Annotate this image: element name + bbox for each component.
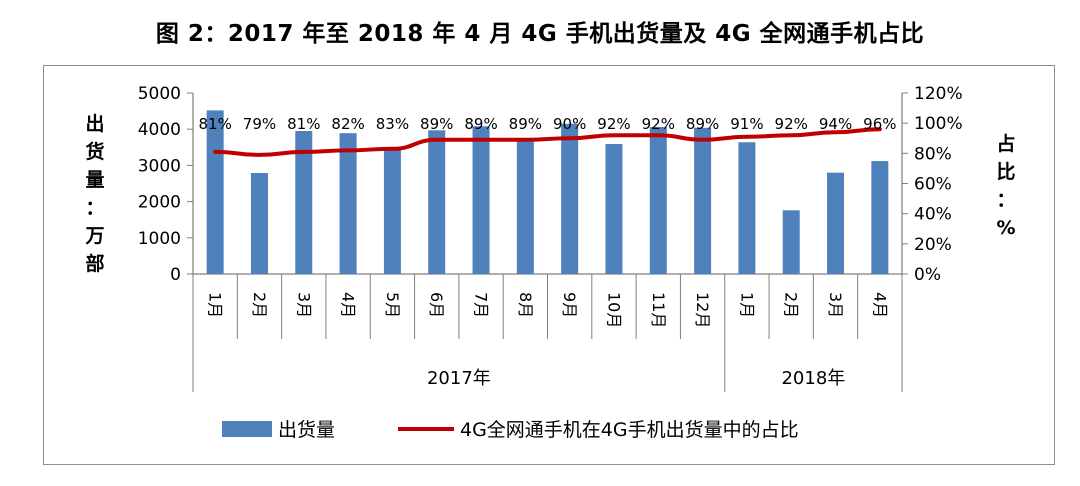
data-label: 89%	[420, 115, 453, 133]
bar	[295, 131, 313, 274]
axes: 0 1000 2000 3000 4000 5000 0% 20% 40% 60% 80% 100% 1…	[84, 84, 1016, 392]
x-tick-label: 2月	[782, 292, 801, 318]
data-label: 81%	[287, 115, 320, 133]
data-label: 89%	[686, 115, 719, 133]
left-tick-label: 0	[170, 265, 181, 285]
left-axis-title-char: ：	[85, 197, 104, 219]
x-tick-label: 1月	[737, 292, 756, 318]
bar	[339, 133, 357, 274]
bar	[383, 148, 401, 274]
data-label: 96%	[863, 115, 896, 133]
left-axis-title-char: 货	[85, 140, 104, 163]
data-label: 83%	[376, 115, 409, 133]
right-tick-label: 80%	[914, 144, 952, 164]
x-tick-label: 2月	[250, 292, 269, 318]
bar	[649, 127, 667, 274]
share-line	[213, 127, 882, 157]
right-tick-label: 20%	[914, 235, 952, 255]
left-tick-label: 2000	[138, 193, 181, 213]
x-tick-label: 4月	[339, 292, 358, 318]
left-axis-title-char: 部	[85, 252, 104, 275]
data-label: 91%	[730, 115, 763, 133]
right-tick-label: 60%	[914, 175, 952, 195]
bar	[782, 210, 800, 274]
x-tick-label: 7月	[472, 292, 491, 318]
data-label: 81%	[198, 115, 231, 133]
x-tick-label: 8月	[516, 292, 535, 318]
right-tick-label: 100%	[914, 114, 963, 134]
x-tick-label: 4月	[870, 292, 889, 318]
bar	[561, 123, 579, 275]
legend: 出货量 4G全网通手机在4G手机出货量中的占比	[222, 419, 799, 441]
right-tick-label: 40%	[914, 205, 952, 225]
left-tick-label: 4000	[138, 120, 181, 140]
left-axis-title-char: 万	[84, 225, 104, 247]
x-tick-label: 3月	[826, 292, 845, 318]
bar	[250, 173, 268, 274]
data-label: 92%	[775, 115, 808, 133]
bar	[428, 130, 446, 274]
left-axis-title-char: 量	[85, 169, 104, 191]
x-tick-label: 3月	[294, 292, 313, 318]
data-label: 90%	[553, 115, 586, 133]
x-tick-label: 9月	[560, 292, 579, 318]
line-series	[213, 127, 882, 157]
bar	[472, 126, 490, 274]
right-axis-title-char: %	[996, 217, 1015, 239]
data-label: 89%	[464, 115, 497, 133]
data-label: 94%	[819, 115, 852, 133]
bar	[827, 172, 845, 274]
x-group-label: 2018年	[781, 368, 845, 389]
data-label: 92%	[642, 115, 675, 133]
bar	[206, 110, 224, 274]
data-label: 89%	[509, 115, 542, 133]
x-tick-label: 10月	[604, 292, 623, 328]
data-label: 92%	[597, 115, 630, 133]
legend-bar-swatch	[222, 421, 272, 437]
legend-bar-label: 出货量	[278, 419, 335, 441]
right-tick-label: 120%	[914, 84, 963, 104]
bar-series	[206, 110, 889, 275]
chart-title: 图 2：2017 年至 2018 年 4 月 4G 手机出货量及 4G 全网通手…	[155, 21, 925, 47]
left-tick-label: 1000	[138, 229, 181, 249]
x-tick-label: 11月	[649, 292, 668, 328]
legend-line-label: 4G全网通手机在4G手机出货量中的占比	[460, 419, 799, 441]
bar	[871, 161, 889, 274]
data-label: 82%	[331, 115, 364, 133]
left-axis-title-char: 出	[85, 112, 104, 135]
bar	[605, 144, 623, 274]
right-axis-title-char: ：	[996, 189, 1015, 211]
x-tick-label: 6月	[427, 292, 446, 318]
right-tick-label: 0%	[914, 265, 941, 285]
data-label: 79%	[243, 115, 276, 133]
x-group-label: 2017年	[427, 368, 491, 389]
x-tick-label: 1月	[206, 292, 225, 318]
right-axis-title-char: 占	[996, 132, 1015, 155]
data-labels: 81% 79% 81% 82% 83% 89% 89% 89% 90% 92% 92% 89% 91% 9…	[198, 115, 896, 133]
x-tick-label: 5月	[383, 292, 402, 318]
bar	[738, 142, 756, 274]
x-tick-label: 12月	[693, 292, 712, 328]
bar	[694, 127, 712, 274]
left-tick-label: 5000	[138, 84, 181, 104]
left-tick-label: 3000	[138, 156, 181, 176]
chart-frame	[43, 65, 1055, 465]
bar	[516, 140, 534, 274]
right-axis-title-char: 比	[996, 161, 1015, 183]
